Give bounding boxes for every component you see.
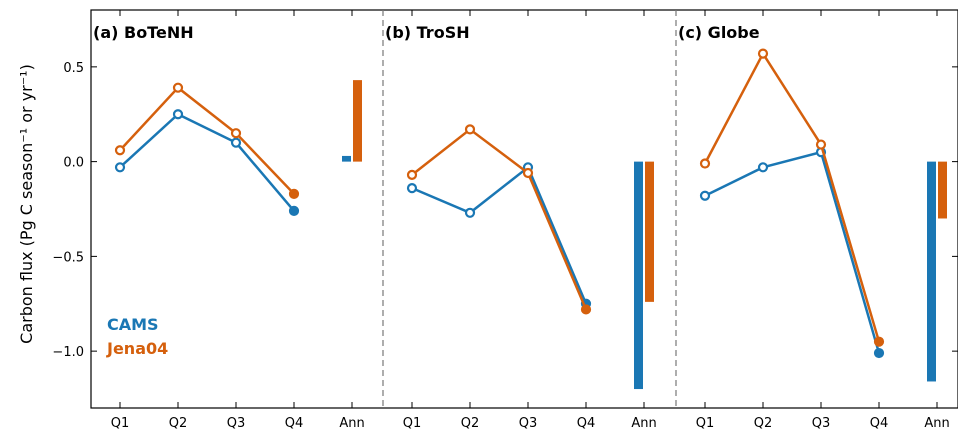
jena04-point [699,158,711,169]
cams-point [172,109,184,120]
panel-2: (b) TroSH Q1 Q2 Q3 Q4 Ann [385,10,657,430]
x-tick-label: Q1 [111,416,130,430]
panel-title: (a) BoTeNH [93,23,194,42]
jena04-point [172,82,184,93]
cams-annual-bar [927,161,936,382]
y-tick-label: 0.5 [63,61,84,76]
jena04-line [119,86,295,195]
panel-title: (b) TroSH [385,23,470,42]
jena04-point [288,188,300,199]
jena04-point [757,48,769,59]
x-tick-label: Q2 [461,416,480,430]
x-tick-label: Ann [924,416,949,430]
x-tick-label: Q4 [285,416,304,430]
cams-point [230,137,242,148]
y-tick-label: −1.0 [52,345,84,360]
cams-point [114,162,126,173]
cams-point [406,183,418,194]
cams-line [704,150,881,354]
jena04-line [703,51,881,343]
cams-line [411,165,588,305]
y-tick-label: −0.5 [52,250,84,265]
legend-cams: CAMS [107,315,159,334]
plot-frame [90,9,958,409]
jena04-point [580,304,592,315]
cams-point [288,205,300,216]
jena04-point [406,169,418,180]
cams-point [464,207,476,218]
x-tick-label: Q2 [169,416,188,430]
jena04-point [873,336,885,347]
jena04-point [522,167,534,179]
jena04-point [464,124,476,135]
jena04-annual-bar [645,161,654,302]
cams-point [873,347,885,359]
axes-group: 0.5 0.0 −0.5 −1.0 [52,9,958,409]
x-tick-label: Q2 [754,416,773,430]
panel-3: (c) Globe Q1 Q2 Q3 Q4 Ann [678,10,950,430]
x-tick-label: Q4 [870,416,889,430]
y-tick-label: 0.0 [63,156,84,171]
legend-jena04: Jena04 [106,339,168,358]
y-axis-label: Carbon flux (Pg C season⁻¹ or yr⁻¹) [17,64,36,344]
cams-annual-bar [634,161,643,390]
cams-annual-bar [342,155,351,162]
cams-line [119,112,295,212]
jena04-annual-bar [938,161,947,219]
jena04-point [230,128,242,139]
x-tick-label: Q3 [227,416,246,430]
cams-point [699,190,711,201]
jena04-line [411,127,588,310]
panels-group: (a) BoTeNH Q1 Q2 Q3 Q4 Ann (b) TroSH Q1 Q2 Q3 Q4 An… [93,10,950,430]
x-tick-label: Q1 [403,416,422,430]
x-tick-label: Q4 [577,416,596,430]
jena04-annual-bar [353,80,362,162]
panel-1: (a) BoTeNH Q1 Q2 Q3 Q4 Ann [93,10,365,430]
x-tick-label: Ann [631,416,656,430]
panel-title: (c) Globe [678,23,760,42]
cams-point [757,162,769,173]
jena04-point [114,145,126,156]
x-tick-label: Q3 [519,416,538,430]
x-tick-label: Ann [339,416,364,430]
x-tick-label: Q1 [696,416,715,430]
x-tick-label: Q3 [812,416,831,430]
jena04-point [815,139,827,150]
